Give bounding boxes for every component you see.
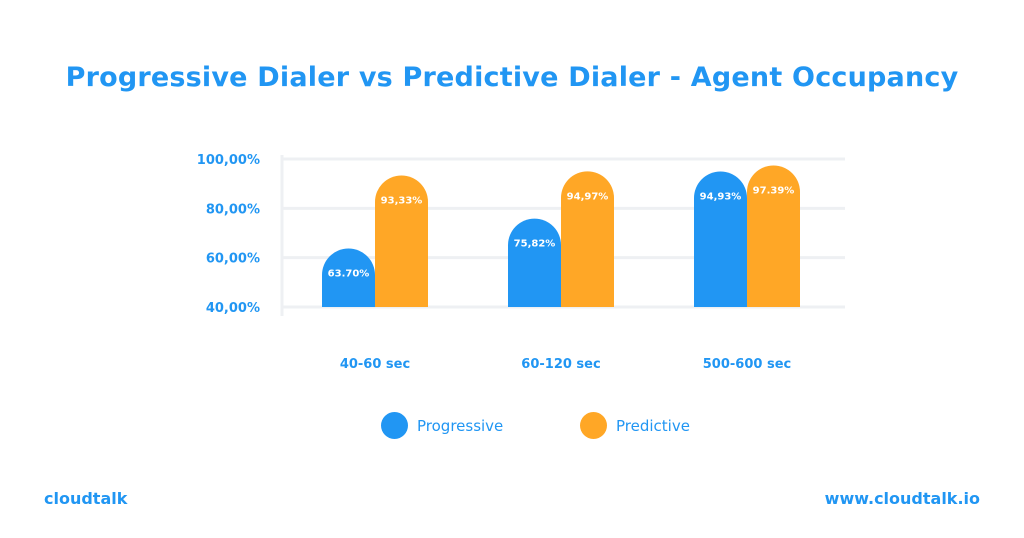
legend-label: Predictive [616, 416, 690, 435]
bar-chart: 40,00% 60,00% 80,00% 100,00% 40-60 sec 63.70%… [197, 153, 845, 372]
bar-predictive [561, 171, 614, 307]
brand-logo: cloudtalk [44, 489, 128, 508]
legend-label: Progressive [417, 416, 504, 435]
bar-progressive [322, 248, 375, 307]
y-tick-label: 80,00% [206, 202, 260, 217]
legend-swatch-predictive [580, 412, 607, 439]
legend-item-predictive: Predictive [580, 412, 690, 439]
data-label: 63.70% [328, 269, 370, 280]
x-tick-label: 40-60 sec [340, 357, 410, 372]
bar-predictive [747, 165, 800, 307]
x-tick-label: 500-600 sec [703, 357, 791, 372]
x-tick-label: 60-120 sec [521, 357, 600, 372]
bar-progressive [508, 218, 561, 307]
brand-url[interactable]: www.cloudtalk.io [824, 489, 980, 508]
bar-progressive [694, 171, 747, 307]
data-label: 94,97% [567, 191, 609, 202]
y-tick-label: 60,00% [206, 252, 260, 267]
data-label: 93,33% [381, 195, 423, 206]
bar-predictive [375, 175, 428, 307]
legend-item-progressive: Progressive [381, 412, 503, 439]
y-tick-label: 40,00% [206, 301, 260, 316]
data-label: 75,82% [514, 239, 556, 250]
data-label: 94,93% [700, 192, 742, 203]
chart-title: Progressive Dialer vs Predictive Dialer … [65, 62, 959, 93]
legend-swatch-progressive [381, 412, 408, 439]
y-tick-label: 100,00% [197, 153, 260, 168]
data-label: 97.39% [753, 185, 795, 196]
